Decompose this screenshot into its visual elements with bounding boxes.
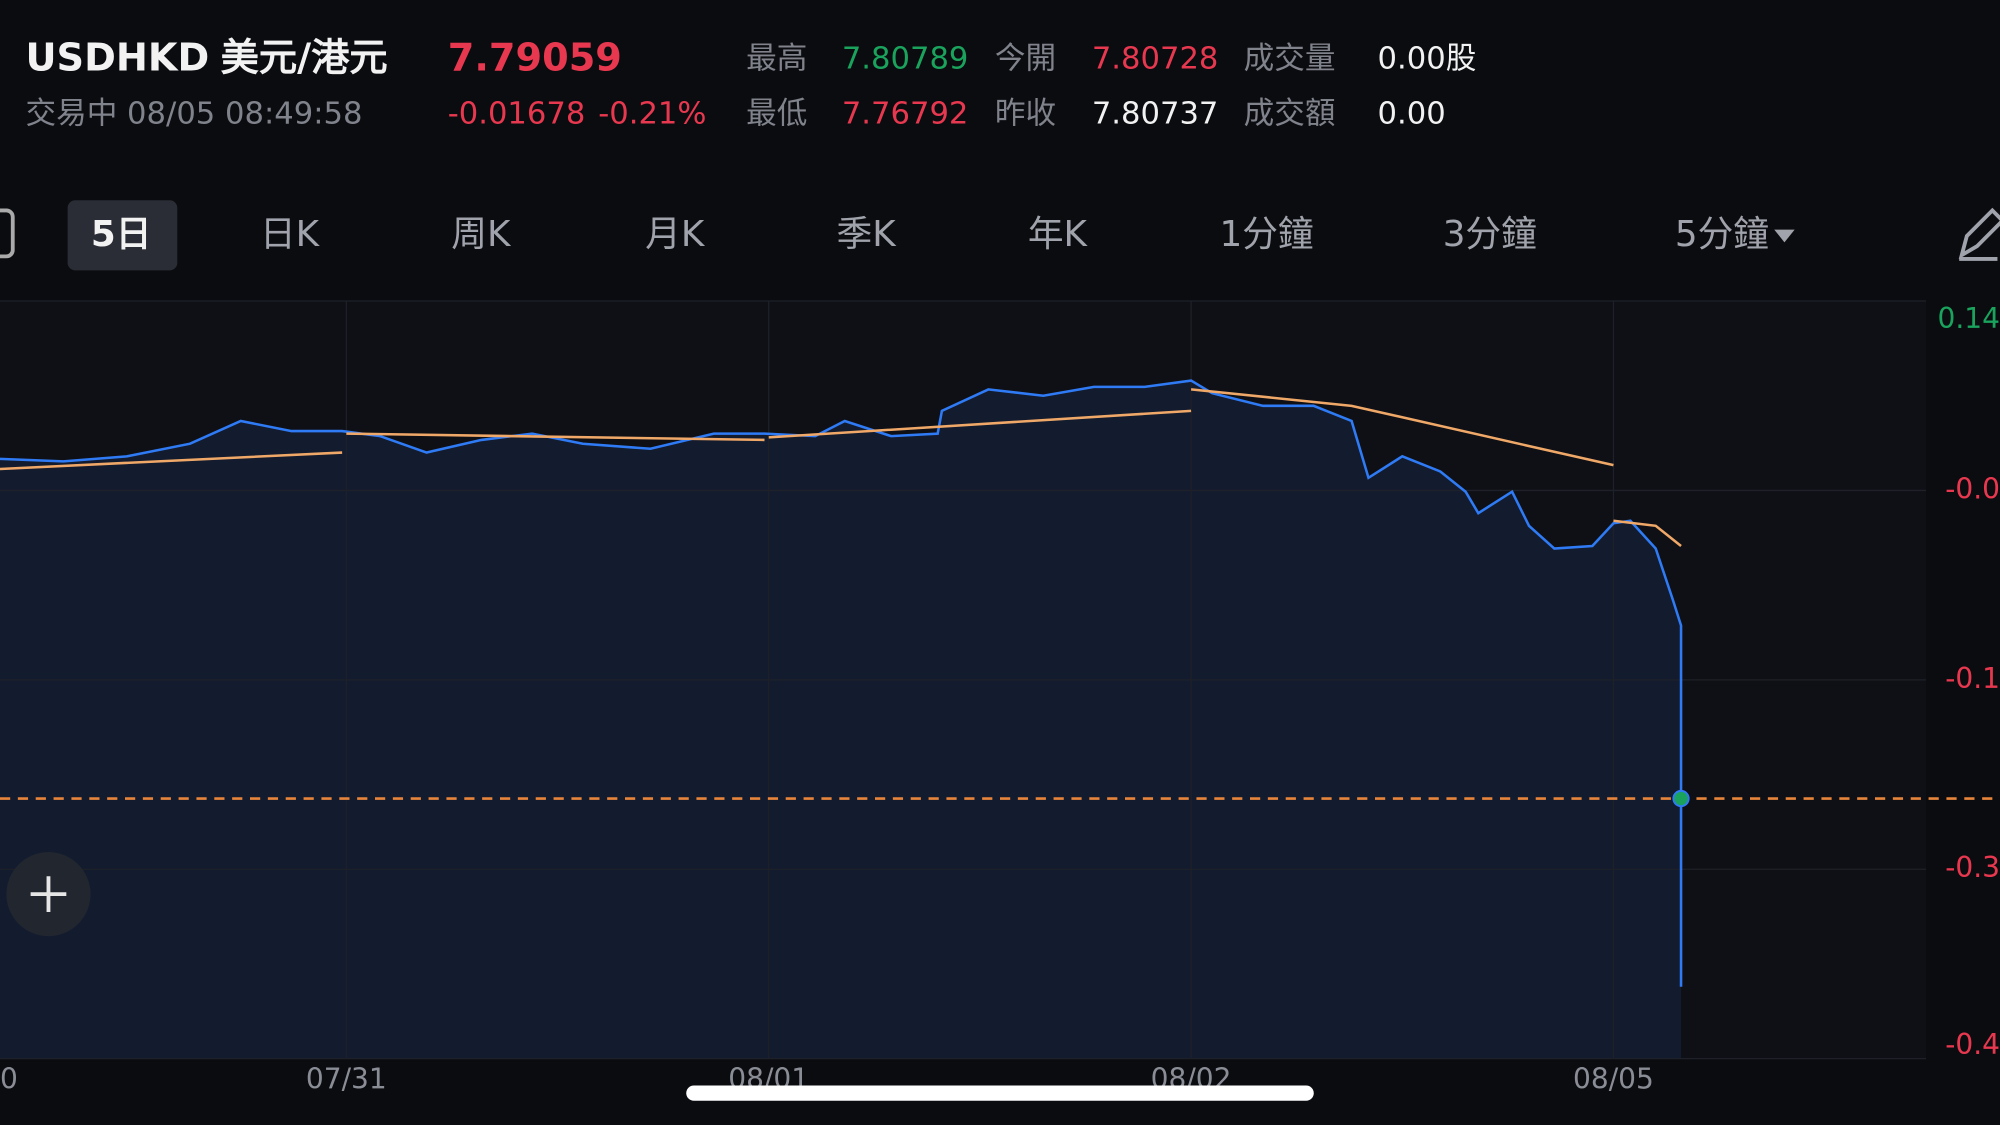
tab[interactable]: 周K (451, 214, 512, 255)
stat-label: 最低 (746, 96, 807, 131)
tab[interactable]: 1分鐘 (1220, 214, 1314, 255)
stat-value: 7.80728 (1092, 41, 1219, 76)
x-tick-label: 08/05 (1573, 1062, 1654, 1095)
y-tick-label: -0.3 (1945, 851, 2000, 884)
tab[interactable]: 3分鐘 (1443, 214, 1537, 255)
stat-value: 7.80789 (842, 41, 969, 76)
header: USDHKD 美元/港元 7.79059 交易中 08/05 08:49:58 … (26, 35, 1477, 131)
tab[interactable]: 日K (260, 214, 321, 255)
name: 美元/港元 (221, 35, 388, 80)
stat-value: 7.80737 (1092, 96, 1219, 131)
tab[interactable]: 月K (645, 214, 706, 255)
average-line (0, 388, 1682, 547)
y-tick-label: 0.14 (1938, 302, 2000, 335)
symbol: USDHKD (26, 35, 210, 80)
stat-value: 0.00 (1378, 96, 1446, 131)
status: 交易中 08/05 08:49:58 (26, 96, 363, 131)
zoom-button[interactable] (6, 852, 91, 937)
x-tick-label: 0 (0, 1062, 18, 1095)
draw-icon[interactable] (1958, 207, 2000, 261)
change-pct: -0.21% (598, 96, 706, 131)
dropdown-arrow[interactable] (1774, 229, 1795, 243)
tab[interactable]: 5日 (91, 214, 152, 255)
layout-icon[interactable] (0, 208, 15, 259)
stat-value: 7.76792 (842, 96, 969, 131)
tab[interactable]: 年K (1028, 214, 1089, 255)
price-line (0, 379, 1683, 987)
stat-label: 今開 (995, 41, 1056, 76)
x-tick-label: 07/31 (306, 1062, 387, 1095)
stat-label: 成交量 (1244, 41, 1336, 76)
y-tick-label: -0.0 (1945, 472, 2000, 505)
stat-label: 成交額 (1244, 96, 1336, 131)
tab-selected-bg (67, 200, 178, 271)
y-tick-label: -0.1 (1945, 662, 2000, 695)
tab-bar: 5日 日K 周K 月K 季K 年K 1分鐘 3分鐘 5分鐘 (0, 200, 2000, 271)
stat-value: 0.00股 (1378, 41, 1477, 76)
tab[interactable]: 5分鐘 (1675, 214, 1769, 255)
price: 7.79059 (448, 35, 622, 80)
chart: 0.14-0.0-0.1-0.3-0.40 07/31 08/01 08/02 08/0… (0, 300, 2000, 1095)
home-indicator (686, 1085, 1314, 1101)
change: -0.01678 (448, 96, 586, 131)
price-area (0, 380, 1682, 1059)
tab[interactable]: 季K (837, 214, 898, 255)
stat-label: 最高 (746, 41, 807, 76)
plus-icon (30, 876, 67, 912)
stat-label: 昨收 (995, 96, 1056, 131)
y-tick-label: -0.4 (1945, 1028, 2000, 1061)
current-price-dot (1672, 789, 1690, 808)
